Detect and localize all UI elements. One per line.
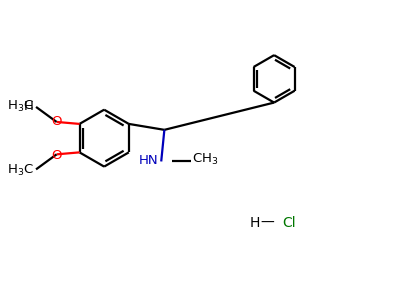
Text: O: O [52, 148, 62, 162]
Text: O: O [52, 115, 62, 128]
Text: H$_3$C: H$_3$C [7, 99, 34, 114]
Text: H: H [24, 100, 34, 112]
Text: H: H [250, 216, 260, 230]
Text: Cl: Cl [282, 216, 296, 230]
Text: —: — [260, 216, 274, 230]
Text: CH$_3$: CH$_3$ [192, 152, 219, 167]
Text: H$_3$C: H$_3$C [7, 163, 34, 178]
Text: HN: HN [138, 154, 158, 167]
